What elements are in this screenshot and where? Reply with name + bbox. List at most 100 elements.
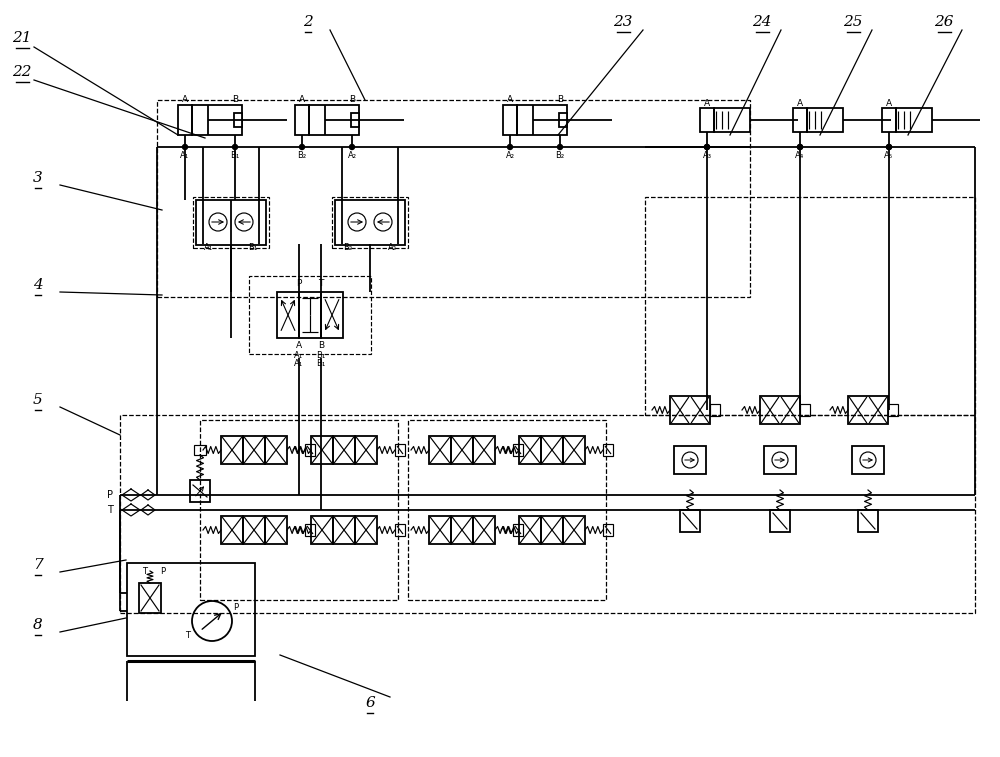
Bar: [335, 200, 405, 245]
Text: A: A: [182, 95, 188, 104]
Bar: [299, 292, 321, 338]
Bar: [793, 108, 807, 132]
Bar: [603, 444, 613, 456]
Bar: [807, 108, 843, 132]
Bar: [541, 516, 563, 544]
Bar: [563, 516, 585, 544]
Bar: [563, 436, 585, 464]
Text: 21: 21: [12, 31, 32, 45]
Text: A₁: A₁: [294, 359, 304, 367]
Bar: [408, 420, 606, 600]
Bar: [355, 516, 377, 544]
Text: 4: 4: [33, 278, 43, 292]
Bar: [513, 444, 523, 456]
Bar: [265, 436, 287, 464]
Bar: [321, 292, 343, 338]
Bar: [351, 113, 359, 127]
Text: 25: 25: [843, 15, 863, 29]
Bar: [429, 516, 451, 544]
Text: A₁: A₁: [180, 151, 190, 160]
Bar: [645, 197, 975, 415]
Bar: [333, 436, 355, 464]
Bar: [670, 396, 710, 424]
Bar: [710, 404, 720, 416]
Text: P: P: [296, 279, 302, 288]
Text: 6: 6: [365, 696, 375, 710]
Bar: [196, 200, 266, 245]
Bar: [265, 516, 287, 544]
Bar: [243, 436, 265, 464]
Text: A₄: A₄: [795, 151, 805, 160]
Bar: [473, 436, 495, 464]
Bar: [513, 524, 523, 536]
Bar: [700, 108, 714, 132]
Bar: [503, 105, 517, 135]
Circle shape: [350, 145, 354, 149]
Bar: [190, 480, 210, 502]
Text: B: B: [557, 95, 563, 104]
Bar: [603, 524, 613, 536]
Text: B₂: B₂: [297, 151, 307, 160]
Text: 2: 2: [303, 15, 313, 29]
Bar: [473, 516, 495, 544]
Bar: [221, 516, 243, 544]
Bar: [519, 516, 541, 544]
Text: A: A: [797, 98, 803, 107]
Text: P: P: [233, 603, 239, 612]
Bar: [332, 197, 408, 248]
Text: A: A: [299, 95, 305, 104]
Text: A₂: A₂: [388, 244, 396, 253]
Bar: [760, 396, 800, 424]
Bar: [451, 516, 473, 544]
Bar: [305, 444, 315, 456]
Circle shape: [704, 145, 710, 149]
Text: T: T: [107, 505, 113, 515]
Text: A₂: A₂: [348, 151, 356, 160]
Bar: [559, 113, 567, 127]
Text: A₁: A₁: [204, 244, 214, 253]
Text: 26: 26: [934, 15, 954, 29]
Text: T: T: [143, 568, 148, 577]
Text: B₁: B₁: [316, 359, 326, 367]
Circle shape: [182, 145, 188, 149]
Text: T: T: [186, 631, 190, 640]
Bar: [714, 108, 750, 132]
Bar: [200, 420, 398, 600]
Bar: [120, 415, 975, 613]
Bar: [277, 292, 299, 338]
Circle shape: [798, 145, 802, 149]
Bar: [848, 396, 888, 424]
Bar: [295, 105, 309, 135]
Bar: [517, 105, 567, 135]
Bar: [429, 436, 451, 464]
Circle shape: [508, 145, 512, 149]
Text: 7: 7: [33, 558, 43, 572]
Text: B₂: B₂: [555, 151, 565, 160]
Text: A: A: [296, 341, 302, 350]
Circle shape: [558, 145, 562, 149]
Text: B₂: B₂: [343, 244, 353, 253]
Text: 3: 3: [33, 171, 43, 185]
Bar: [541, 436, 563, 464]
Bar: [192, 105, 242, 135]
Text: A: A: [507, 95, 513, 104]
Circle shape: [887, 145, 892, 149]
Text: 22: 22: [12, 65, 32, 79]
Bar: [127, 563, 255, 656]
Text: A₃: A₃: [702, 151, 712, 160]
Bar: [333, 516, 355, 544]
Bar: [680, 510, 700, 532]
Bar: [770, 510, 790, 532]
Bar: [764, 446, 796, 474]
Text: 5: 5: [33, 393, 43, 407]
Bar: [139, 583, 161, 613]
Bar: [305, 524, 315, 536]
Bar: [309, 105, 359, 135]
Text: 24: 24: [752, 15, 772, 29]
Bar: [234, 113, 242, 127]
Bar: [519, 436, 541, 464]
Bar: [852, 446, 884, 474]
Circle shape: [232, 145, 238, 149]
Bar: [194, 445, 206, 455]
Text: A₂: A₂: [506, 151, 514, 160]
